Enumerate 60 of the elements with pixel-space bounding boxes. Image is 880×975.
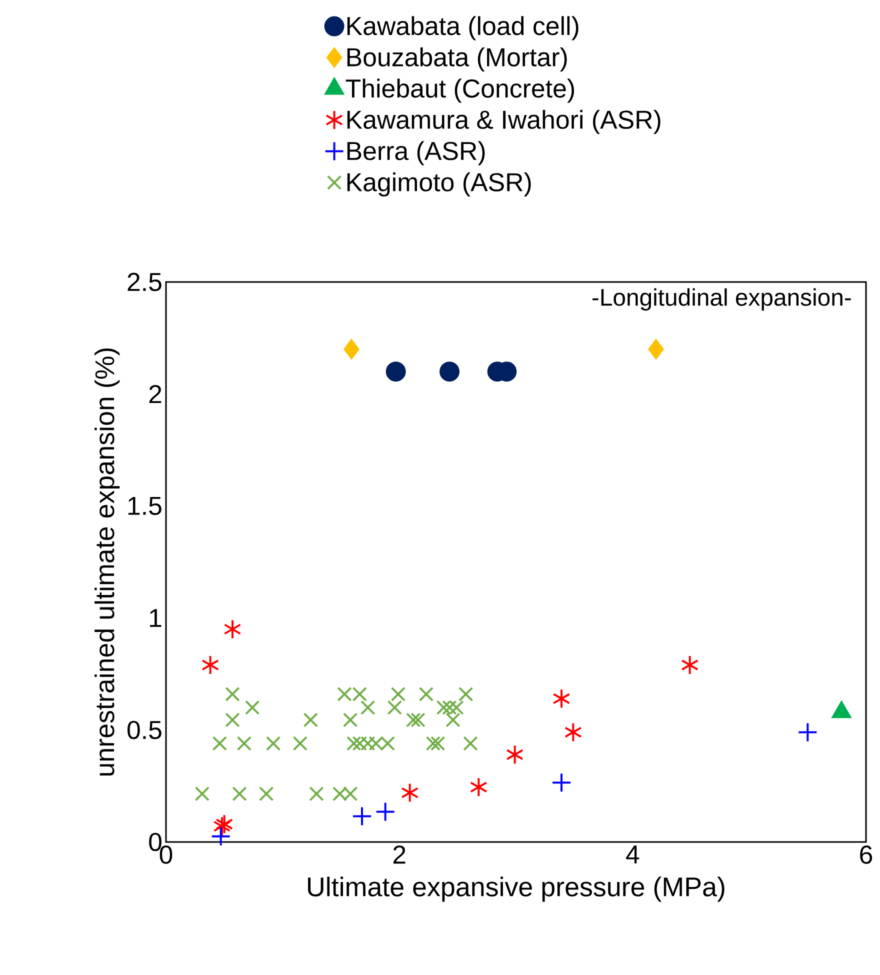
point	[552, 688, 570, 709]
point	[360, 700, 376, 715]
legend-label: Bouzabata (Mortar)	[347, 47, 567, 72]
legend-label: Kawabata (load cell)	[347, 16, 578, 40]
point	[303, 712, 318, 728]
point	[375, 802, 396, 822]
point	[232, 786, 247, 802]
point	[463, 736, 478, 751]
point	[442, 700, 457, 715]
point	[410, 712, 426, 728]
point	[342, 712, 358, 728]
legend-label: Kagimoto (ASR)	[347, 172, 531, 197]
legend-label: Berra (ASR)	[347, 141, 485, 166]
point	[418, 686, 434, 702]
point	[194, 786, 210, 802]
point	[352, 806, 372, 826]
point	[244, 700, 260, 715]
y-tick-label: 0.5	[127, 720, 162, 740]
point	[648, 339, 664, 360]
point	[258, 786, 274, 802]
point	[458, 686, 474, 702]
x-tick-label: 4	[626, 846, 640, 864]
point	[387, 700, 402, 715]
y-tick-label: 1.5	[128, 496, 162, 516]
point	[386, 362, 406, 382]
point	[506, 744, 524, 765]
annotation: -Longitudinal expansion-	[592, 288, 851, 311]
point	[681, 655, 699, 676]
point	[212, 736, 228, 751]
point	[564, 722, 582, 742]
point	[236, 736, 252, 751]
y-tick-label: 0	[149, 832, 162, 852]
point	[426, 736, 441, 751]
point	[446, 712, 460, 728]
y-tick-label: 1	[150, 609, 162, 627]
y-axis-title: unrestrained ultimate expansion (%)	[94, 348, 120, 776]
point	[292, 736, 308, 751]
point	[798, 722, 818, 742]
x-tick-label: 2	[393, 846, 406, 864]
point	[309, 786, 324, 802]
point	[225, 686, 240, 702]
y-tick-label: 2.5	[128, 272, 162, 292]
point	[401, 782, 419, 803]
x-axis-title: Ultimate expansive pressure (MPa)	[308, 876, 724, 902]
point	[390, 686, 406, 702]
point	[470, 777, 488, 798]
point	[344, 339, 360, 360]
point	[210, 826, 231, 846]
point	[406, 712, 421, 728]
x-tick-label: 6	[860, 846, 872, 864]
y-tick-label: 2	[149, 384, 162, 404]
point	[202, 655, 220, 676]
point	[430, 736, 446, 751]
legend-label: Thiebaut (Concrete)	[346, 78, 574, 103]
point	[440, 362, 460, 382]
point	[552, 772, 572, 793]
point	[224, 619, 242, 640]
point	[225, 712, 240, 728]
legend-label: Kawamura & Iwahori (ASR)	[347, 110, 660, 134]
point	[266, 736, 281, 751]
